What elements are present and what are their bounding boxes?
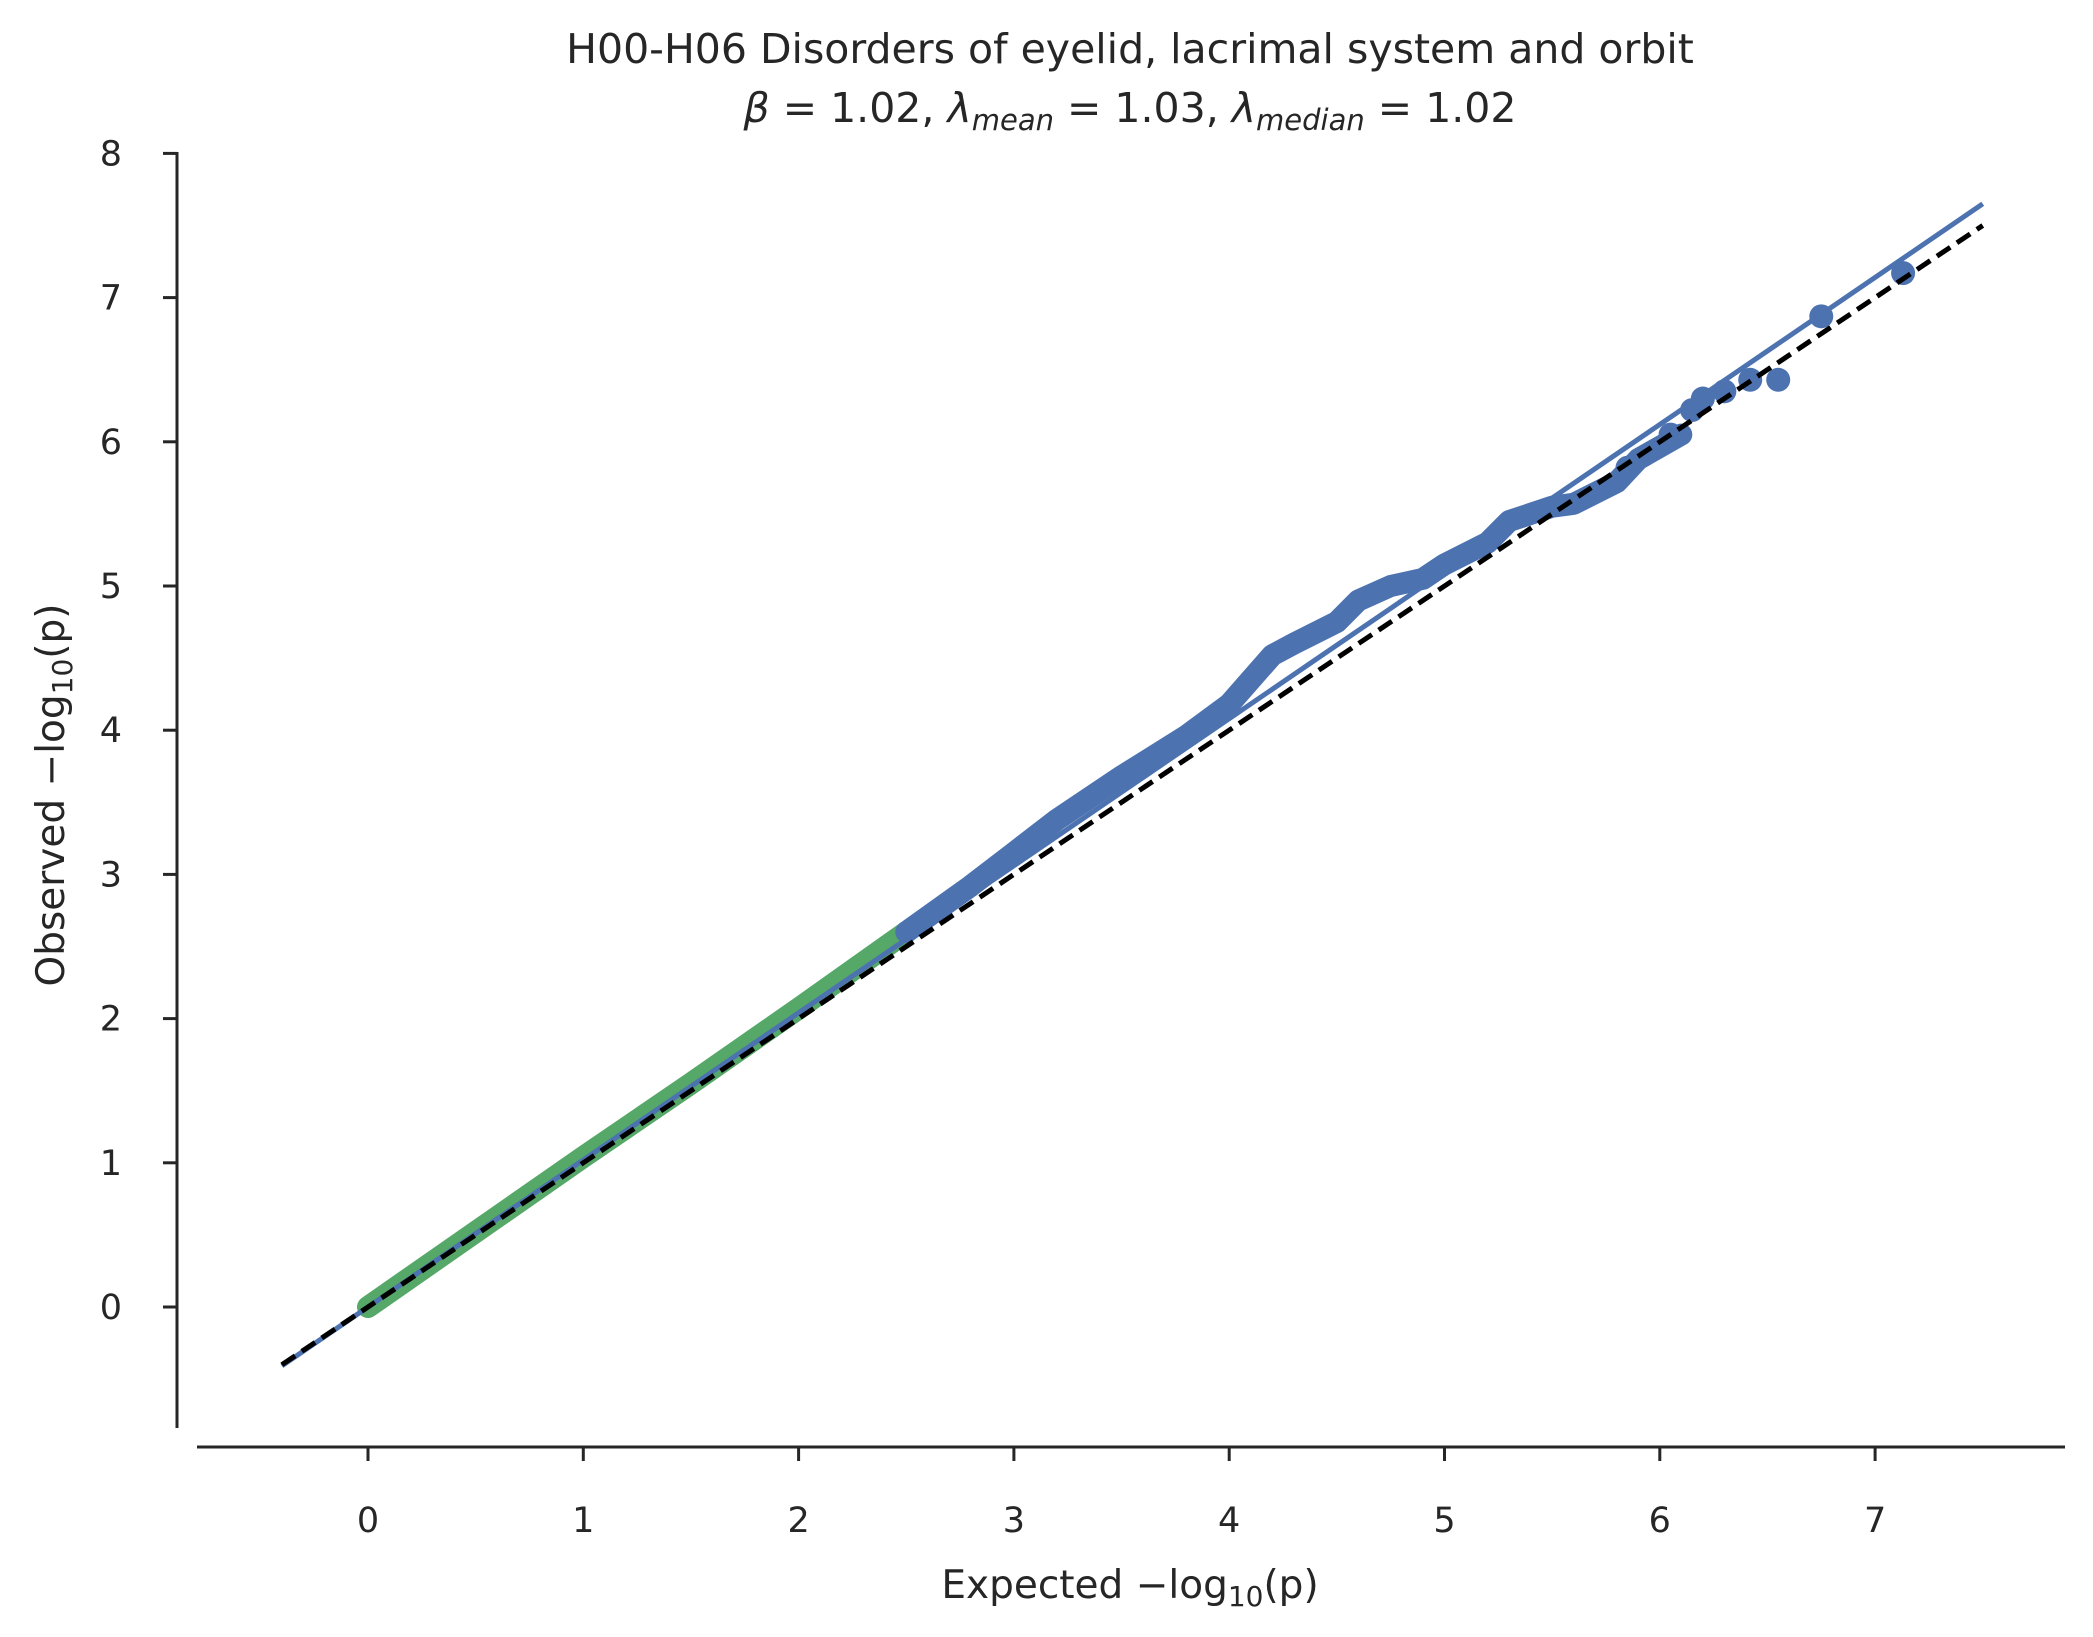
x-tick-label: 2 xyxy=(787,1501,809,1541)
y-tick-label: 4 xyxy=(100,711,122,751)
beta-value: 1.02 xyxy=(830,84,921,132)
lambda-median-subscript: median xyxy=(1256,103,1365,137)
y-tick-label: 2 xyxy=(100,1000,122,1040)
x-tick-label: 5 xyxy=(1433,1501,1455,1541)
x-tick-label: 7 xyxy=(1864,1501,1886,1541)
y-tick-label: 0 xyxy=(100,1288,122,1328)
y-tick-label: 8 xyxy=(100,134,122,174)
x-tick-label: 1 xyxy=(572,1501,594,1541)
y-tick-label: 6 xyxy=(100,423,122,463)
x-axis-label: Expected −log10(p) xyxy=(941,1563,1318,1613)
x-tick-label: 3 xyxy=(1003,1501,1025,1541)
chart-title: H00-H06 Disorders of eyelid, lacrimal sy… xyxy=(566,25,1694,73)
y-tick-label: 1 xyxy=(100,1144,122,1184)
data-point-2-6 xyxy=(1766,367,1791,392)
lambda-mean-symbol: λ xyxy=(945,84,971,132)
data-point-2-0 xyxy=(1615,455,1640,480)
lambda-median-value: 1.02 xyxy=(1425,84,1516,132)
reference-line xyxy=(280,223,1985,1367)
lambda-mean-value: 1.03 xyxy=(1114,84,1205,132)
y-tick-label: 3 xyxy=(100,855,122,895)
chart-subtitle: β = 1.02, λmean = 1.03, λmedian = 1.02 xyxy=(743,84,1517,137)
plot-area xyxy=(280,201,1985,1368)
x-tick-label: 0 xyxy=(357,1501,379,1541)
axes: 0 1 2 3 4 5 6 7 0 1 2 3 4 5 6 7 8 xyxy=(100,134,2065,1541)
x-tick-label: 6 xyxy=(1649,1501,1671,1541)
fit-line xyxy=(280,201,1985,1368)
beta-symbol: β xyxy=(743,84,770,132)
data-point-2-8 xyxy=(1891,261,1916,286)
y-tick-label: 7 xyxy=(100,279,122,319)
y-tick-label: 5 xyxy=(100,567,122,607)
y-axis-label: Observed −log10(p) xyxy=(29,604,79,987)
lambda-median-symbol: λ xyxy=(1230,84,1256,132)
x-tick-label: 4 xyxy=(1218,1501,1240,1541)
lambda-mean-subscript: mean xyxy=(972,103,1054,137)
